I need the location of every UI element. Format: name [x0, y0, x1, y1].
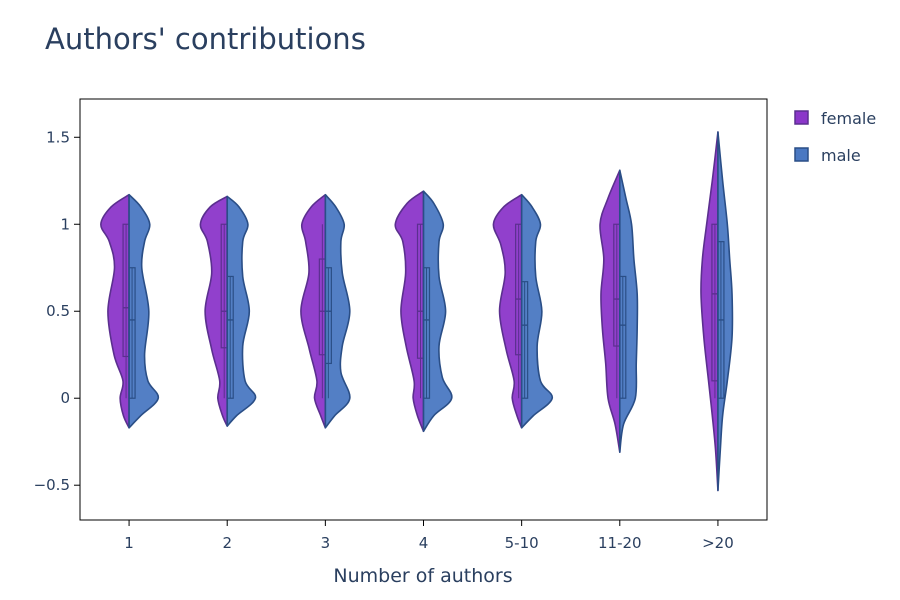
y-tick-label: 1.5 [46, 128, 70, 146]
violin-body [300, 193, 327, 429]
legend-label: female [821, 109, 876, 128]
violin-male-4 [422, 190, 453, 433]
legend-swatch [794, 110, 809, 125]
violin-body [700, 131, 719, 492]
y-tick-label: 0.5 [46, 302, 70, 320]
y-tick-label: 0 [60, 389, 70, 407]
violin-male->20 [717, 131, 734, 492]
violin-male-11-20 [618, 169, 639, 453]
violin-male-5-10 [520, 193, 553, 429]
x-axis: 1 2 3 4 5-10 11-20 >20 [124, 520, 734, 552]
legend-label: male [821, 146, 861, 165]
violin-body [422, 190, 453, 433]
violin-body [520, 193, 553, 429]
violin-female-2 [199, 195, 229, 427]
y-axis: −0.5 0 0.5 1 1.5 [34, 128, 80, 494]
violin-body [226, 195, 257, 427]
violin-body [599, 169, 621, 453]
violin-layer [100, 131, 734, 492]
violin-male-1 [128, 193, 160, 429]
legend-item-female[interactable]: female [794, 109, 876, 128]
x-tick-label: 4 [419, 534, 429, 552]
violin-female-1 [100, 193, 130, 429]
x-tick-label: 5-10 [505, 534, 539, 552]
violin-female-11-20 [599, 169, 621, 453]
legend-item-male[interactable]: male [794, 146, 861, 165]
x-tick-label: 3 [321, 534, 331, 552]
violin-body [717, 131, 734, 492]
x-tick-label: >20 [702, 534, 734, 552]
violin-body [618, 169, 639, 453]
chart-title: Authors' contributions [45, 22, 366, 56]
y-tick-label: −0.5 [34, 476, 70, 494]
violin-body [324, 193, 351, 429]
x-tick-label: 1 [124, 534, 134, 552]
x-tick-label: 11-20 [598, 534, 642, 552]
y-tick-label: 1 [60, 215, 70, 233]
violin-female-5-10 [492, 193, 523, 429]
violin-body [492, 193, 523, 429]
legend-swatch [794, 147, 809, 162]
legend: female male [794, 109, 876, 165]
x-axis-title: Number of authors [333, 565, 512, 587]
violin-body [128, 193, 160, 429]
violin-body [100, 193, 130, 429]
violin-male-3 [324, 193, 351, 429]
violin-body [199, 195, 229, 427]
violin-male-2 [226, 195, 257, 427]
x-tick-label: 2 [222, 534, 232, 552]
violin-body [394, 190, 425, 433]
